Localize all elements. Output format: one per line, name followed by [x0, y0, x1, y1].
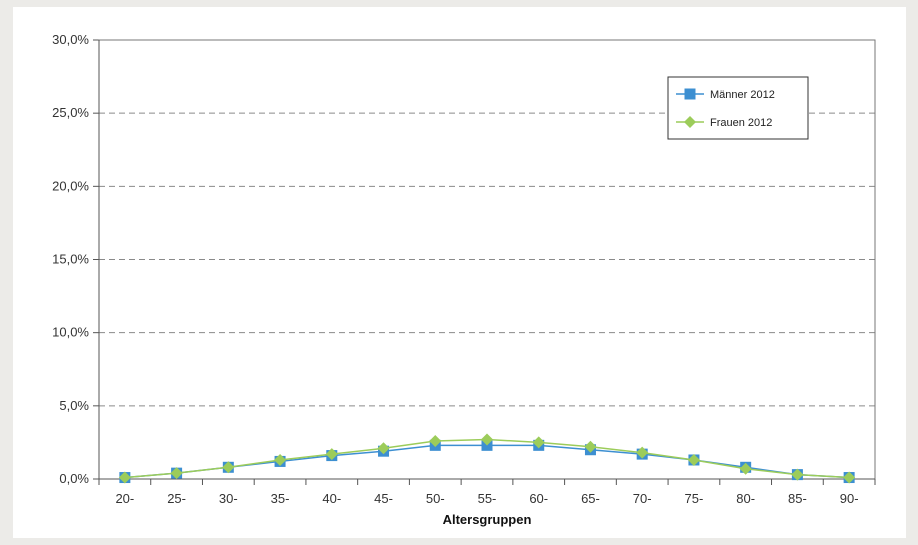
x-tick-label: 50-	[426, 491, 445, 506]
y-tick-label: 20,0%	[52, 178, 89, 193]
data-point	[636, 446, 649, 459]
y-tick-label: 0,0%	[59, 471, 89, 486]
x-tick-label: 45-	[374, 491, 393, 506]
x-tick-label: 75-	[685, 491, 704, 506]
data-point	[584, 440, 597, 453]
data-point	[170, 467, 183, 480]
data-point	[222, 461, 235, 474]
data-point	[481, 433, 493, 446]
x-tick-label: 70-	[633, 491, 652, 506]
data-point	[687, 453, 700, 466]
data-point	[377, 442, 390, 455]
x-tick-label: 80-	[736, 491, 755, 506]
legend-label: Männer 2012	[710, 89, 775, 101]
legend-box	[667, 76, 809, 140]
x-tick-label: 30-	[219, 491, 238, 506]
y-tick-label: 5,0%	[59, 398, 89, 413]
legend-swatch-marker	[684, 88, 696, 100]
legend: Männer 2012 Frauen 2012	[667, 76, 809, 140]
x-tick-label: 55-	[478, 491, 497, 506]
data-point	[532, 436, 545, 449]
data-point	[843, 471, 856, 484]
axes	[93, 39, 876, 485]
x-tick-label: 85-	[788, 491, 807, 506]
data-point	[739, 462, 752, 475]
legend-swatch-marker	[684, 116, 696, 128]
legend-items: Männer 2012 Frauen 2012	[676, 88, 775, 129]
legend-label: Frauen 2012	[710, 117, 772, 129]
x-tick-label: 35-	[271, 491, 290, 506]
x-tick-label: 65-	[581, 491, 600, 506]
line-chart: 0,0% 5,0% 10,0% 15,0% 20,0% 25,0% 30,0% 20- 25-…	[52, 32, 876, 527]
series-lines	[118, 433, 856, 484]
x-tick-labels: 20- 25- 30- 35- 40- 45- 50- 55- 60- 65- 70- 75- 80- 8…	[115, 491, 858, 506]
y-tick-label: 25,0%	[52, 105, 89, 120]
x-tick-label: 40-	[322, 491, 341, 506]
data-point	[325, 448, 338, 461]
x-tick-label: 60-	[529, 491, 548, 506]
data-point	[274, 453, 287, 466]
y-tick-labels: 0,0% 5,0% 10,0% 15,0% 20,0% 25,0% 30,0%	[52, 32, 89, 486]
y-tick-label: 15,0%	[52, 252, 89, 267]
x-axis-title: Altersgruppen	[443, 512, 532, 527]
data-point	[429, 434, 442, 447]
data-point	[791, 468, 804, 481]
y-tick-label: 10,0%	[52, 325, 89, 340]
y-tick-label: 30,0%	[52, 32, 89, 47]
chart-frame: 0,0% 5,0% 10,0% 15,0% 20,0% 25,0% 30,0% 20- 25-…	[13, 7, 906, 538]
x-tick-label: 20-	[115, 491, 134, 506]
x-tick-label: 25-	[167, 491, 186, 506]
data-point	[118, 471, 131, 484]
x-tick-label: 90-	[840, 491, 859, 506]
